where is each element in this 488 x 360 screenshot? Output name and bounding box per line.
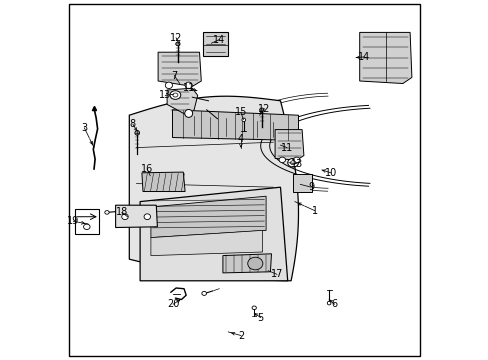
Ellipse shape [170,91,181,99]
Ellipse shape [122,214,128,220]
Ellipse shape [290,161,295,165]
Polygon shape [151,230,262,256]
Ellipse shape [251,306,256,310]
Polygon shape [223,254,271,273]
Ellipse shape [326,301,330,305]
Polygon shape [115,205,157,228]
Ellipse shape [165,82,172,89]
Ellipse shape [279,157,285,162]
Text: 3: 3 [81,123,87,133]
Text: 6: 6 [331,299,337,309]
Ellipse shape [175,42,180,46]
Text: 9: 9 [307,182,313,192]
Polygon shape [158,52,201,86]
Ellipse shape [104,211,109,214]
Text: 13: 13 [159,90,171,100]
Polygon shape [172,110,298,140]
Text: 12: 12 [258,104,270,114]
Text: 14: 14 [213,35,225,45]
Text: 5: 5 [257,312,264,323]
Ellipse shape [259,108,264,112]
Text: 17: 17 [270,269,283,279]
Bar [292,174,311,192]
Text: 20: 20 [167,299,179,309]
Text: 19: 19 [67,216,80,226]
Polygon shape [359,32,411,84]
Ellipse shape [202,292,206,295]
Text: 15: 15 [234,107,246,117]
Polygon shape [140,187,287,281]
Ellipse shape [135,130,139,135]
Text: 18: 18 [116,207,128,217]
Text: 7: 7 [171,71,177,81]
Text: 8: 8 [130,119,136,129]
Text: 4: 4 [237,134,244,144]
Text: 11: 11 [182,83,194,93]
Polygon shape [203,32,228,56]
Polygon shape [275,130,303,160]
Text: 13: 13 [291,159,303,169]
Polygon shape [167,88,197,115]
Text: 12: 12 [169,33,182,43]
Text: 2: 2 [237,330,244,341]
Ellipse shape [172,93,178,97]
Text: 16: 16 [141,164,153,174]
Ellipse shape [247,257,263,270]
Text: 14: 14 [357,52,369,62]
Text: 1: 1 [311,206,317,216]
Ellipse shape [144,214,150,220]
Ellipse shape [184,109,192,117]
Polygon shape [142,172,185,192]
Ellipse shape [242,118,245,122]
Ellipse shape [287,158,298,167]
Ellipse shape [83,224,90,230]
Text: 11: 11 [280,143,292,153]
Polygon shape [186,115,287,138]
Text: 10: 10 [324,168,336,178]
Polygon shape [151,196,265,238]
Polygon shape [129,96,298,281]
Ellipse shape [185,82,192,89]
Ellipse shape [293,157,299,162]
